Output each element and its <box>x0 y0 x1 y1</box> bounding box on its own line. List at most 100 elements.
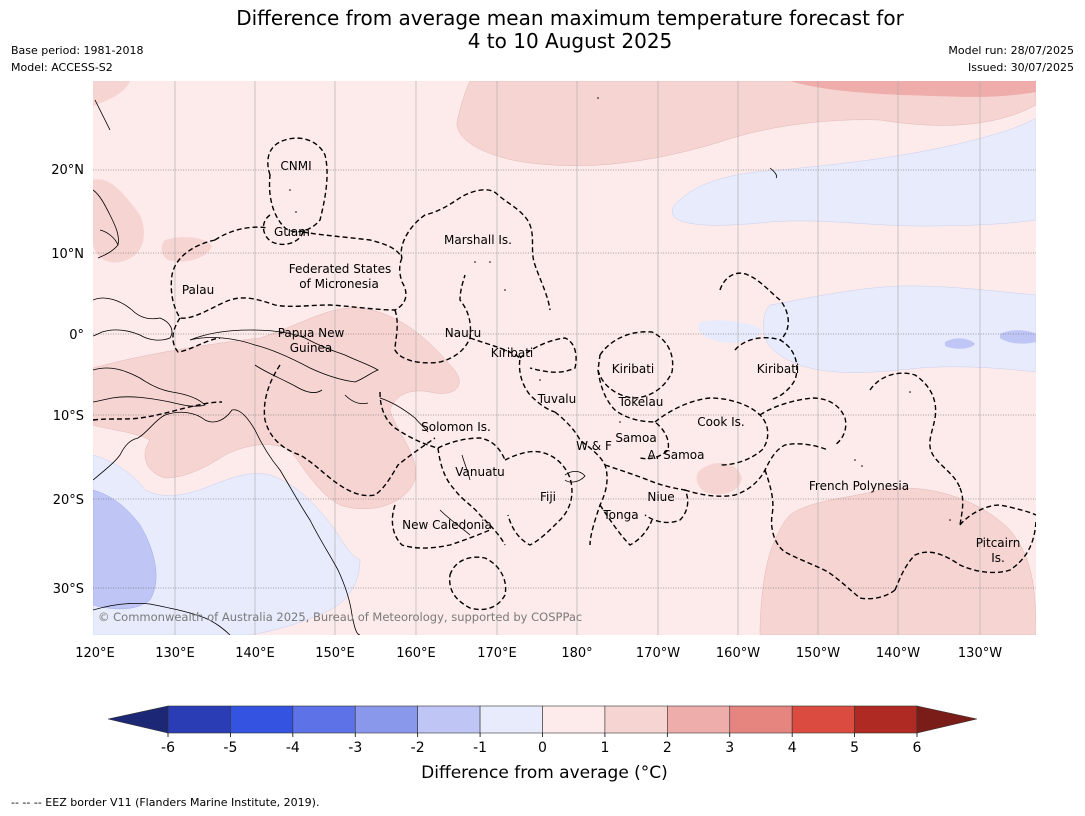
lon-tick-label: 150°W <box>796 646 840 661</box>
label-tuvalu: Tuvalu <box>537 392 577 406</box>
title-line-2: 4 to 10 August 2025 <box>467 29 673 53</box>
colorbar-tick-label: -5 <box>223 740 237 756</box>
label-new-caledonia: New Caledonia <box>402 518 492 532</box>
label-pitcairn-line-1: Pitcairn <box>976 536 1021 550</box>
anomaly-band-palau <box>161 237 212 262</box>
eez-phoenix-kiribati <box>597 331 674 399</box>
eez-footnote: -- -- -- EEZ border V11 (Flanders Marine… <box>11 796 320 809</box>
colorbar-under-arrow <box>107 705 169 734</box>
colorbar-segment <box>167 705 231 734</box>
anomaly-band-cool-equator-w <box>698 320 762 343</box>
label-solomon-islands: Solomon Is. <box>421 420 491 434</box>
colorbar-tick-label: -4 <box>286 740 300 756</box>
model-name: Model: ACCESS-S2 <box>11 61 113 74</box>
colorbar-segments <box>167 705 918 734</box>
eez-new-caledonia <box>391 504 491 549</box>
colorbar-ticks: -6 -5 -4 -3 -2 -1 0 1 2 3 4 5 6 <box>161 733 922 756</box>
label-png-line-2: Guinea <box>290 341 333 355</box>
colorbar-tick-label: -2 <box>411 740 425 756</box>
new-guinea-south-coast <box>254 364 323 393</box>
anomaly-band-cool-equator <box>763 285 1036 373</box>
colorbar-tick-label: 0 <box>538 740 547 756</box>
eez-nauru-kiribati <box>394 274 472 364</box>
colorbar-title: Difference from average (°C) <box>421 763 668 783</box>
lon-tick-label: 130°E <box>155 646 195 661</box>
latitude-lines <box>93 169 1036 589</box>
lon-tick-label: 180° <box>561 646 592 661</box>
eez-palau-png <box>172 317 221 353</box>
label-vanuatu: Vanuatu <box>455 465 505 479</box>
island-dot <box>854 459 856 461</box>
base-period: Base period: 1981-2018 <box>11 44 144 57</box>
eez-borders <box>93 137 1036 611</box>
eez-vanuatu <box>437 447 506 546</box>
island-dot <box>539 379 541 381</box>
vanuatu-coast <box>461 454 471 481</box>
eez-fp-south <box>764 469 896 600</box>
eez-kiribati-tuvalu <box>469 337 556 413</box>
colorbar-segment <box>604 705 668 734</box>
colorbar-tick-label: 5 <box>850 740 859 756</box>
south-australia-coast <box>93 602 231 635</box>
lat-tick-label: 20°N <box>51 163 84 178</box>
lat-tick-label: 20°S <box>53 493 84 508</box>
eez-norfolk <box>448 556 507 611</box>
australia-coast <box>93 409 361 635</box>
label-marshall-islands: Marshall Is. <box>444 233 512 247</box>
colorbar-segment <box>667 705 731 734</box>
anomaly-band-philippines <box>93 179 144 263</box>
colorbar-segment <box>230 705 294 734</box>
eez-line-is-south <box>734 337 798 401</box>
anomaly-band-cool-patch-2 <box>1000 330 1036 344</box>
philippines-coast <box>93 189 119 259</box>
label-fsm-line-2: of Micronesia <box>299 277 379 291</box>
anomaly-band-cook <box>696 463 742 495</box>
eez-australia-north <box>93 401 223 421</box>
colorbar-tick-label: 4 <box>788 740 797 756</box>
copyright-notice: © Commonwealth of Australia 2025, Bureau… <box>98 610 582 624</box>
anomaly-band-cool-north <box>672 117 1036 227</box>
eez-pitcairn-north <box>959 487 1036 526</box>
anomaly-field: CNMI Guam Marshall Is. Federated States … <box>93 81 1036 635</box>
colorbar-over-arrow <box>916 705 978 734</box>
colorbar-tick-label: 6 <box>913 740 922 756</box>
colorbar-tick-label: -3 <box>348 740 362 756</box>
colorbar: -6 -5 -4 -3 -2 -1 0 1 2 3 4 5 6 <box>107 705 978 756</box>
colorbar-tick-label: -6 <box>161 740 175 756</box>
label-tokelau: Tokelau <box>618 395 664 409</box>
colorbar-tick-label: 3 <box>725 740 734 756</box>
eez-line-is-north <box>719 272 789 341</box>
lon-tick-label: 130°W <box>958 646 1002 661</box>
label-french-polynesia: French Polynesia <box>809 479 909 493</box>
latitude-axis: 20°N 10°N 0° 10°S 20°S 30°S <box>51 163 84 597</box>
island-dot <box>949 519 951 521</box>
label-pitcairn-line-2: Is. <box>991 551 1005 565</box>
eez-pitcairn <box>894 519 1036 591</box>
label-fiji: Fiji <box>540 490 556 504</box>
lon-tick-label: 140°W <box>876 646 920 661</box>
lon-tick-label: 160°E <box>396 646 436 661</box>
island-dot <box>597 97 599 99</box>
label-american-samoa: A. Samoa <box>648 448 705 462</box>
colorbar-segment <box>417 705 481 734</box>
region-labels: CNMI Guam Marshall Is. Federated States … <box>182 159 1020 565</box>
solomon-is-coast <box>379 397 429 433</box>
eez-gilbert <box>519 337 577 373</box>
anomaly-band-cool-patch-1 <box>945 338 975 349</box>
anomaly-band-north <box>456 81 1036 166</box>
title-line-1: Difference from average mean maximum tem… <box>236 6 904 30</box>
island-dot <box>504 289 506 291</box>
colorbar-segment <box>479 705 543 734</box>
label-png-line-1: Papua New <box>278 326 345 340</box>
colorbar-tick-label: 1 <box>600 740 609 756</box>
label-fsm-line-1: Federated States <box>289 262 391 276</box>
eez-png-australia <box>263 364 436 497</box>
label-nauru: Nauru <box>445 326 481 340</box>
longitude-axis: 120°E 130°E 140°E 150°E 160°E 170°E 180°… <box>75 646 1002 661</box>
island-dot <box>489 261 491 263</box>
eez-palau-fsm <box>170 239 407 319</box>
island-dot <box>289 189 291 191</box>
island-dot <box>474 261 476 263</box>
eez-marshall-fsm-north <box>214 189 551 311</box>
